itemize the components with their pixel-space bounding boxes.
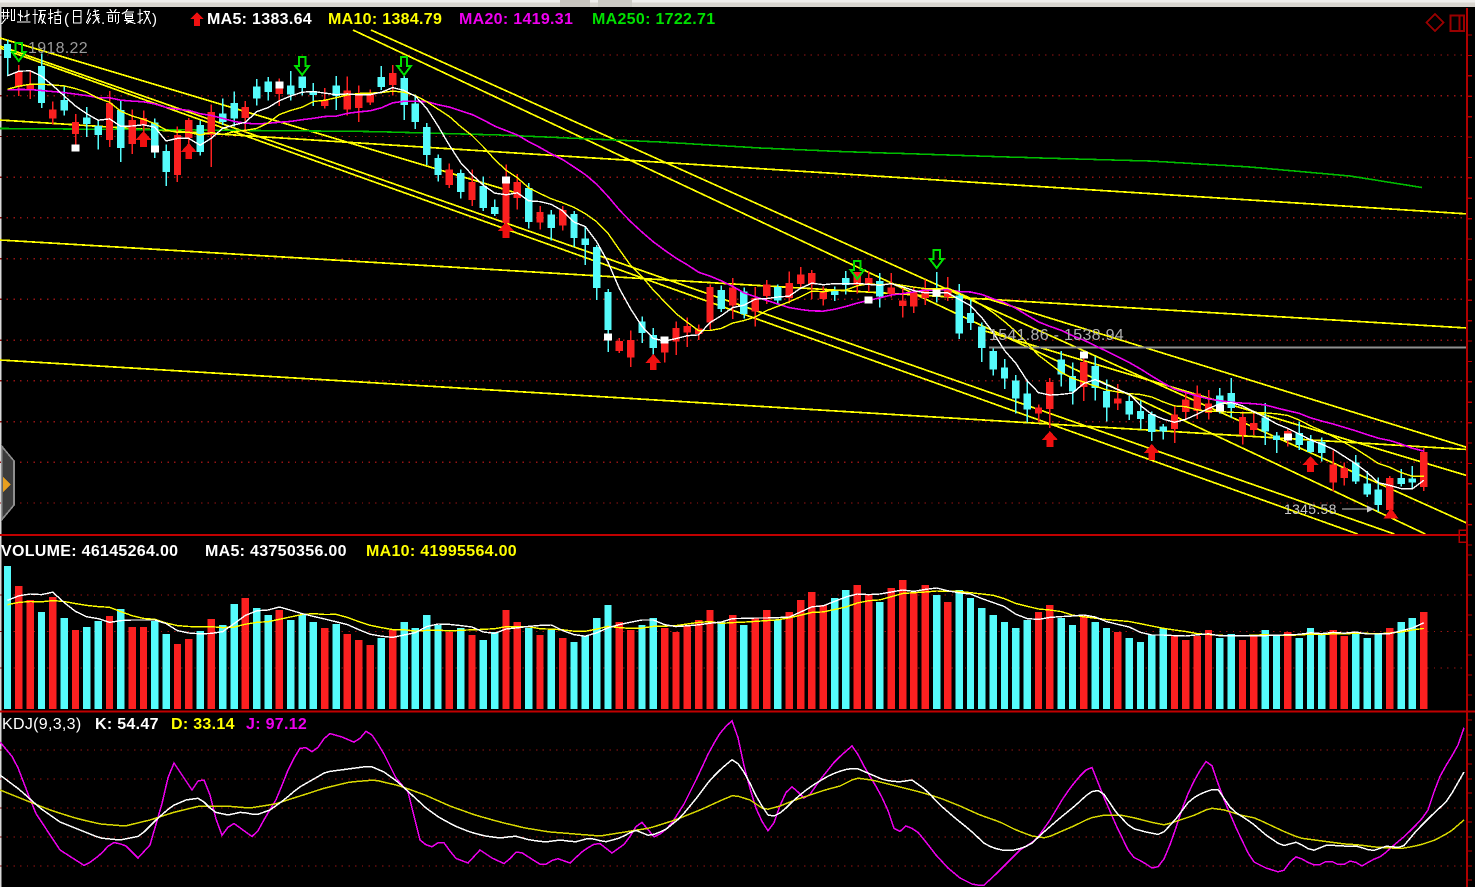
- svg-text:MA250: 1722.71: MA250: 1722.71: [592, 11, 715, 28]
- svg-text:MA20: 1419.31: MA20: 1419.31: [459, 11, 573, 28]
- svg-text:MA10: 1384.79: MA10: 1384.79: [328, 11, 442, 28]
- svg-text:VOLUME: 46145264.00: VOLUME: 46145264.00: [1, 543, 178, 560]
- svg-text:.: .: [101, 11, 105, 28]
- svg-text:K: 54.47: K: 54.47: [95, 716, 159, 733]
- svg-text:D: 33.14: D: 33.14: [171, 716, 235, 733]
- svg-text:1918.22: 1918.22: [28, 40, 88, 57]
- svg-text:): ): [152, 11, 157, 28]
- svg-text:MA5: 43750356.00: MA5: 43750356.00: [205, 543, 347, 560]
- svg-text:(: (: [64, 11, 69, 28]
- svg-text:MA5: 1383.64: MA5: 1383.64: [207, 11, 312, 28]
- svg-text:1345.58: 1345.58: [1284, 501, 1337, 517]
- svg-text:1541.86 - 1538.94: 1541.86 - 1538.94: [989, 327, 1124, 344]
- svg-text:KDJ(9,3,3): KDJ(9,3,3): [2, 716, 81, 733]
- svg-text:J: 97.12: J: 97.12: [246, 716, 307, 733]
- svg-text:MA10: 41995564.00: MA10: 41995564.00: [366, 543, 517, 560]
